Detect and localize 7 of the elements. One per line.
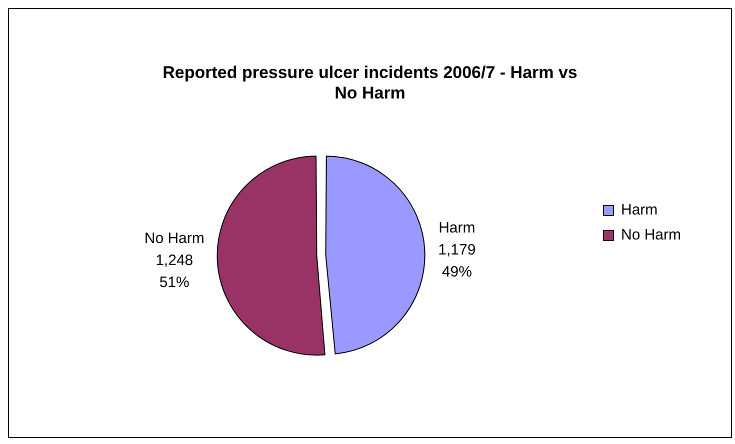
legend-label: Harm xyxy=(620,202,658,219)
chart-title: Reported pressure ulcer incidents 2006/7 - Harm vs No Harm xyxy=(162,62,578,102)
legend-label: No Harm xyxy=(620,226,682,244)
data-label: 1,248 51% xyxy=(156,252,194,291)
data-label: 1,179 49% xyxy=(438,241,476,280)
slice-label: Harm xyxy=(438,219,476,236)
slice-label: No Harm xyxy=(144,230,204,247)
